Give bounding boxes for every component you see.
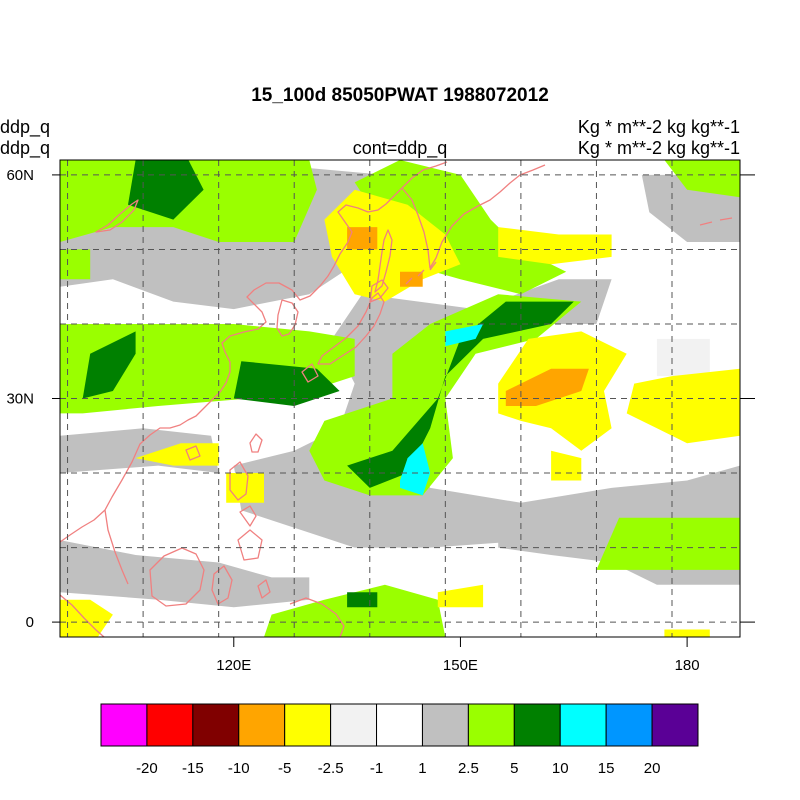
lat-tick-label: 60N (6, 167, 34, 184)
contour-region-21 (347, 592, 378, 608)
coastline-japan (317, 292, 385, 365)
colorbar-label: -20 (136, 760, 158, 777)
coastline-sakhalin (374, 229, 393, 293)
contour-region-7 (656, 338, 710, 377)
contour-region-13 (264, 584, 446, 637)
colorbar-label: 5 (510, 760, 518, 777)
contour-region-6 (60, 540, 310, 608)
colorbar-swatch (146, 703, 194, 747)
colorbar-swatch (467, 703, 515, 747)
right-label-1: Kg * m**-2 kg kg**-1 (578, 117, 740, 137)
colorbar-swatch (651, 703, 699, 747)
contour-region-33 (664, 629, 710, 637)
colorbar-swatch (559, 703, 607, 747)
colorbar-label: 1 (418, 760, 426, 777)
colorbar-swatch (284, 703, 332, 747)
coastline-asia-mainland (60, 161, 448, 543)
colorbar-swatch (421, 703, 469, 747)
coastline-visayas (239, 505, 257, 527)
coastline-alaska-tip (699, 217, 733, 226)
coastline-baikal (95, 199, 139, 233)
contour-region-16 (60, 249, 91, 280)
colorbar: -20 -15 -10 -5 -2.5 -1 1 2.5 5 10 15 20 (100, 703, 699, 777)
colorbar-label: -15 (182, 760, 204, 777)
contour-region-19 (233, 361, 340, 406)
lat-tick-label: 0 (26, 614, 34, 631)
contour-region-35 (505, 368, 589, 406)
coastline-taiwan (249, 433, 263, 453)
graticule-grid (60, 160, 740, 637)
contour-region-32 (437, 584, 484, 608)
contour-region-20 (347, 301, 574, 488)
colorbar-swatch (376, 703, 423, 747)
colorbar-swatch (192, 703, 240, 747)
coastline-sulawesi (211, 565, 233, 605)
colorbar-swatch (605, 703, 653, 747)
coastlines (60, 161, 733, 637)
coastline-new-guinea (289, 597, 345, 637)
contour-region-29 (60, 599, 113, 637)
lon-tick-label: 180 (675, 657, 700, 674)
contour-region-34 (347, 227, 378, 250)
colorbar-swatch (330, 703, 378, 747)
contour-region-12 (596, 517, 740, 570)
coastline-luzon (229, 461, 249, 501)
colorbar-label: -1 (370, 760, 383, 777)
coastline-hainan (185, 445, 201, 461)
center-label: cont=ddp_q (353, 138, 448, 159)
contour-region-30 (135, 443, 219, 466)
coastline-borneo (149, 547, 205, 607)
contour-region-23 (400, 443, 431, 496)
lon-tick-label: 150E (443, 657, 478, 674)
coastline-kyushu (301, 363, 319, 383)
coastline-kuril-islands (405, 261, 437, 285)
left-label-2: ddp_q (0, 138, 50, 159)
colorbar-label: -5 (278, 760, 291, 777)
colorbar-swatch (513, 703, 561, 747)
colorbar-swatch (238, 703, 286, 747)
colorbar-label: -10 (228, 760, 250, 777)
axis-ticks: 60N 30N 0 120E 150E 180 (6, 167, 755, 674)
contour-region-18 (82, 331, 136, 399)
contour-region-31 (226, 473, 264, 503)
lon-tick-label: 120E (216, 657, 251, 674)
contour-region-27 (498, 227, 612, 265)
colorbar-label: 10 (552, 760, 569, 777)
left-label-1: ddp_q (0, 117, 50, 138)
coastline-malay-peninsula (104, 509, 129, 585)
colorbar-label: 15 (598, 760, 615, 777)
figure-title: 15_100d 85050PWAT 1988072012 (251, 85, 549, 106)
colorbar-swatch (100, 703, 148, 747)
coastline-okhotsk-kamchatka (401, 164, 546, 269)
right-label-2: Kg * m**-2 kg kg**-1 (578, 138, 740, 158)
lat-tick-label: 30N (6, 391, 34, 408)
map-plot-area: 60N 30N 0 120E 150E 180 (6, 159, 755, 674)
contour-region-26 (626, 368, 740, 444)
contour-region-22 (445, 324, 484, 347)
contour-region-15 (664, 160, 740, 198)
coastline-hokkaido (369, 279, 389, 303)
coastline-halmahera (257, 579, 271, 599)
coastline-mindanao (237, 529, 263, 561)
contour-region-24 (324, 189, 461, 302)
colorbar-label: -2.5 (318, 760, 344, 777)
colorbar-label: 20 (644, 760, 661, 777)
colorbar-label: 2.5 (458, 760, 479, 777)
